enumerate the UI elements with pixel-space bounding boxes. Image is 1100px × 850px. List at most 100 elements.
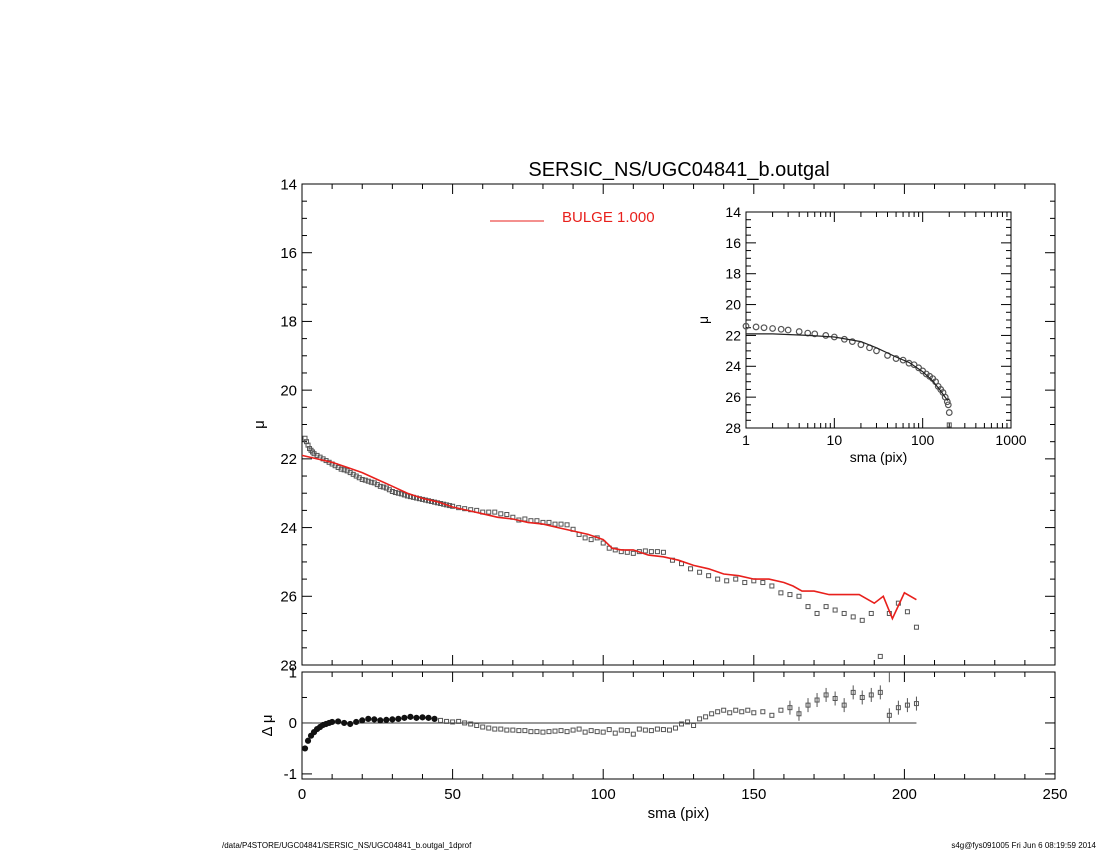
residual-point <box>558 728 564 734</box>
footer-path: /data/P4STORE/UGC04841/SERSIC_NS/UGC0484… <box>222 841 472 850</box>
x-tick-label: 1000 <box>995 432 1026 448</box>
residual-point <box>540 729 546 735</box>
residual-point <box>516 728 522 734</box>
residual-point <box>407 713 414 720</box>
residual-point <box>630 731 636 737</box>
y-tick-label: 16 <box>725 235 741 251</box>
x-tick-label: 150 <box>741 786 766 803</box>
observed-point <box>377 483 383 489</box>
residual-point <box>733 707 739 713</box>
observed-point <box>504 512 510 518</box>
residual-point <box>691 723 697 728</box>
observed-point <box>588 537 594 543</box>
residual-point <box>685 719 691 725</box>
residual-point <box>468 721 474 727</box>
x-axis-label: sma (pix) <box>648 805 710 822</box>
residual-point <box>715 709 721 715</box>
observed-point <box>688 566 694 572</box>
residual-point <box>534 729 540 735</box>
inset-plot: 1 10 100 1000 14 16 18 20 22 24 26 28 sma (pix) μ <box>695 204 1027 465</box>
observed-point <box>362 477 368 483</box>
observed-point <box>522 516 528 522</box>
y-tick-label: 22 <box>725 327 741 343</box>
residual-point <box>546 729 552 735</box>
observed-point <box>814 610 820 616</box>
x-tick-label: 250 <box>1042 786 1067 803</box>
observed-point <box>338 466 344 472</box>
model-line <box>301 454 917 621</box>
y-axis-label: μ <box>695 316 711 324</box>
observed-point <box>552 521 558 527</box>
observed-point <box>697 569 703 575</box>
residual-point <box>371 716 378 723</box>
residual-point <box>703 714 709 720</box>
plot-frame <box>301 671 1056 780</box>
observed-point <box>401 492 407 498</box>
observed-point <box>733 576 739 582</box>
residual-point <box>745 707 751 713</box>
observed-point <box>380 484 386 490</box>
residual-point <box>353 718 360 726</box>
footer-user-timestamp: s4g@fys091005 Fri Jun 6 08:19:59 2014 <box>951 841 1096 850</box>
residual-point <box>636 726 642 732</box>
observed-point <box>359 476 365 482</box>
observed-point <box>492 509 498 515</box>
observed-point <box>760 580 766 586</box>
x-tick-label: 200 <box>892 786 917 803</box>
residual-point <box>778 707 784 713</box>
inset-observed-point <box>811 330 819 338</box>
observed-point <box>389 488 395 494</box>
residual-point <box>679 721 685 727</box>
x-tick-label: 10 <box>827 432 843 448</box>
residual-point <box>365 715 372 722</box>
residual-point <box>648 728 654 734</box>
residual-point <box>395 715 402 722</box>
residual-point <box>444 718 450 724</box>
residual-point <box>401 714 408 721</box>
observed-point <box>823 604 829 610</box>
residual-point <box>654 726 660 732</box>
observed-point <box>558 521 564 527</box>
main-plot: 14 16 18 20 22 24 26 28 μ BULGE 1.000 <box>251 176 1056 674</box>
y-tick-label: 22 <box>280 451 297 468</box>
observed-point <box>392 490 398 496</box>
residual-point <box>425 714 432 721</box>
y-tick-label: 1 <box>289 664 297 681</box>
observed-point <box>715 576 721 582</box>
observed-point <box>642 548 648 554</box>
residual-point <box>582 729 588 735</box>
observed-point <box>787 592 793 598</box>
residual-point <box>606 727 612 733</box>
residual-point <box>450 719 456 725</box>
observed-point <box>546 519 552 525</box>
residual-point <box>624 728 630 734</box>
y-tick-label: 0 <box>289 715 297 732</box>
residual-point <box>576 726 582 732</box>
observed-point <box>742 580 748 586</box>
residual-point <box>697 716 703 722</box>
residual-point <box>751 710 757 716</box>
observed-point <box>841 610 847 616</box>
y-axis-label: Δ μ <box>259 714 276 736</box>
inset-observed-point <box>910 361 918 369</box>
observed-point <box>630 550 636 556</box>
residual-point <box>600 729 606 735</box>
residual-point <box>413 714 420 721</box>
residual-point <box>672 725 678 731</box>
residual-point <box>456 718 462 724</box>
residual-point <box>431 715 438 722</box>
y-tick-label: 16 <box>280 245 297 262</box>
y-tick-label: 20 <box>725 296 741 312</box>
observed-point <box>600 540 606 546</box>
y-tick-label: 14 <box>725 204 741 220</box>
residual-point <box>462 720 468 726</box>
residual-point <box>419 714 426 721</box>
inset-observed-point <box>822 332 830 339</box>
legend-label: BULGE 1.000 <box>562 209 655 226</box>
y-tick-label: 24 <box>280 520 297 537</box>
residual-point <box>347 720 354 728</box>
y-tick-label: 28 <box>280 657 297 674</box>
residual-point <box>612 730 618 736</box>
residual-point <box>301 745 309 752</box>
inset-observed-point <box>944 401 952 409</box>
